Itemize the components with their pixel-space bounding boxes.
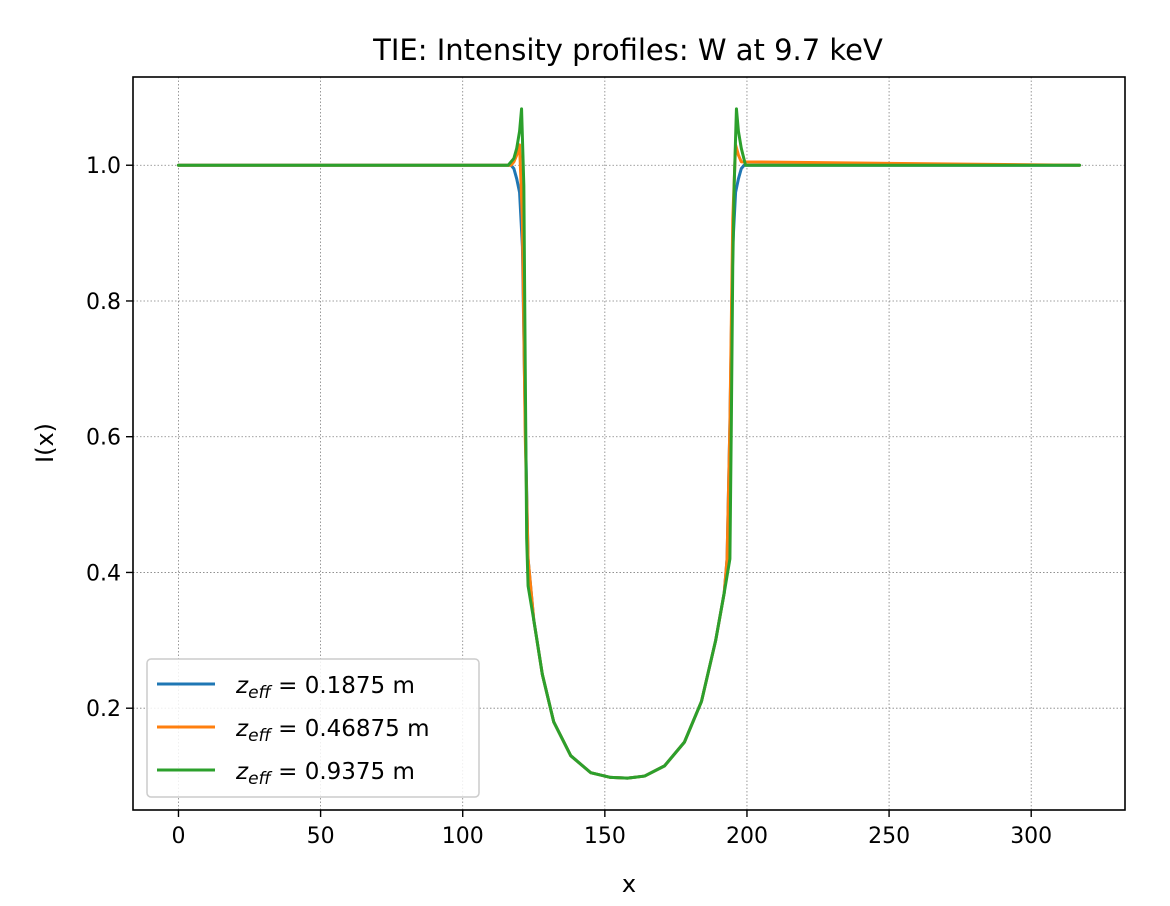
legend-value: = 0.1875 m: [271, 673, 415, 699]
x-tick-label: 50: [307, 824, 335, 849]
legend-box: [146, 658, 480, 798]
y-tick-label: 0.8: [86, 290, 121, 315]
x-tick-label: 200: [726, 824, 768, 849]
plot-frame: [132, 76, 1126, 811]
legend-entry-0: zeff = 0.1875 m: [235, 673, 415, 703]
series-line-2: [176, 107, 1082, 780]
legend-subscript: eff: [248, 683, 272, 703]
legend-symbol: z: [235, 673, 249, 699]
series-lines: [176, 107, 1082, 780]
y-tick-label: 0.6: [86, 426, 121, 451]
legend-subscript: eff: [248, 769, 272, 789]
y-tick-label: 0.4: [86, 561, 121, 586]
x-tick-label: 250: [868, 824, 910, 849]
x-tick-label: 150: [584, 824, 626, 849]
x-axis-ticks: 0 50 100 150 200 250 300: [171, 810, 1052, 849]
legend-entry-1: zeff = 0.46875 m: [235, 716, 430, 746]
legend-entry-2: zeff = 0.9375 m: [235, 759, 415, 789]
y-axis-ticks: 0.2 0.4 0.6 0.8 1.0: [86, 154, 133, 722]
legend-value: = 0.46875 m: [271, 716, 430, 742]
legend-value: = 0.9375 m: [271, 759, 415, 785]
chart-title: TIE: Intensity profiles: W at 9.7 keV: [372, 33, 883, 67]
x-tick-label: 0: [171, 824, 185, 849]
legend-symbol: z: [235, 759, 249, 785]
legend-subscript: eff: [248, 726, 272, 746]
x-tick-label: 300: [1010, 824, 1052, 849]
legend-symbol: z: [235, 716, 249, 742]
y-axis-label: I(x): [31, 423, 59, 463]
y-tick-label: 1.0: [86, 154, 121, 179]
x-tick-label: 100: [442, 824, 484, 849]
y-tick-label: 0.2: [86, 697, 121, 722]
x-axis-label: x: [622, 870, 636, 898]
